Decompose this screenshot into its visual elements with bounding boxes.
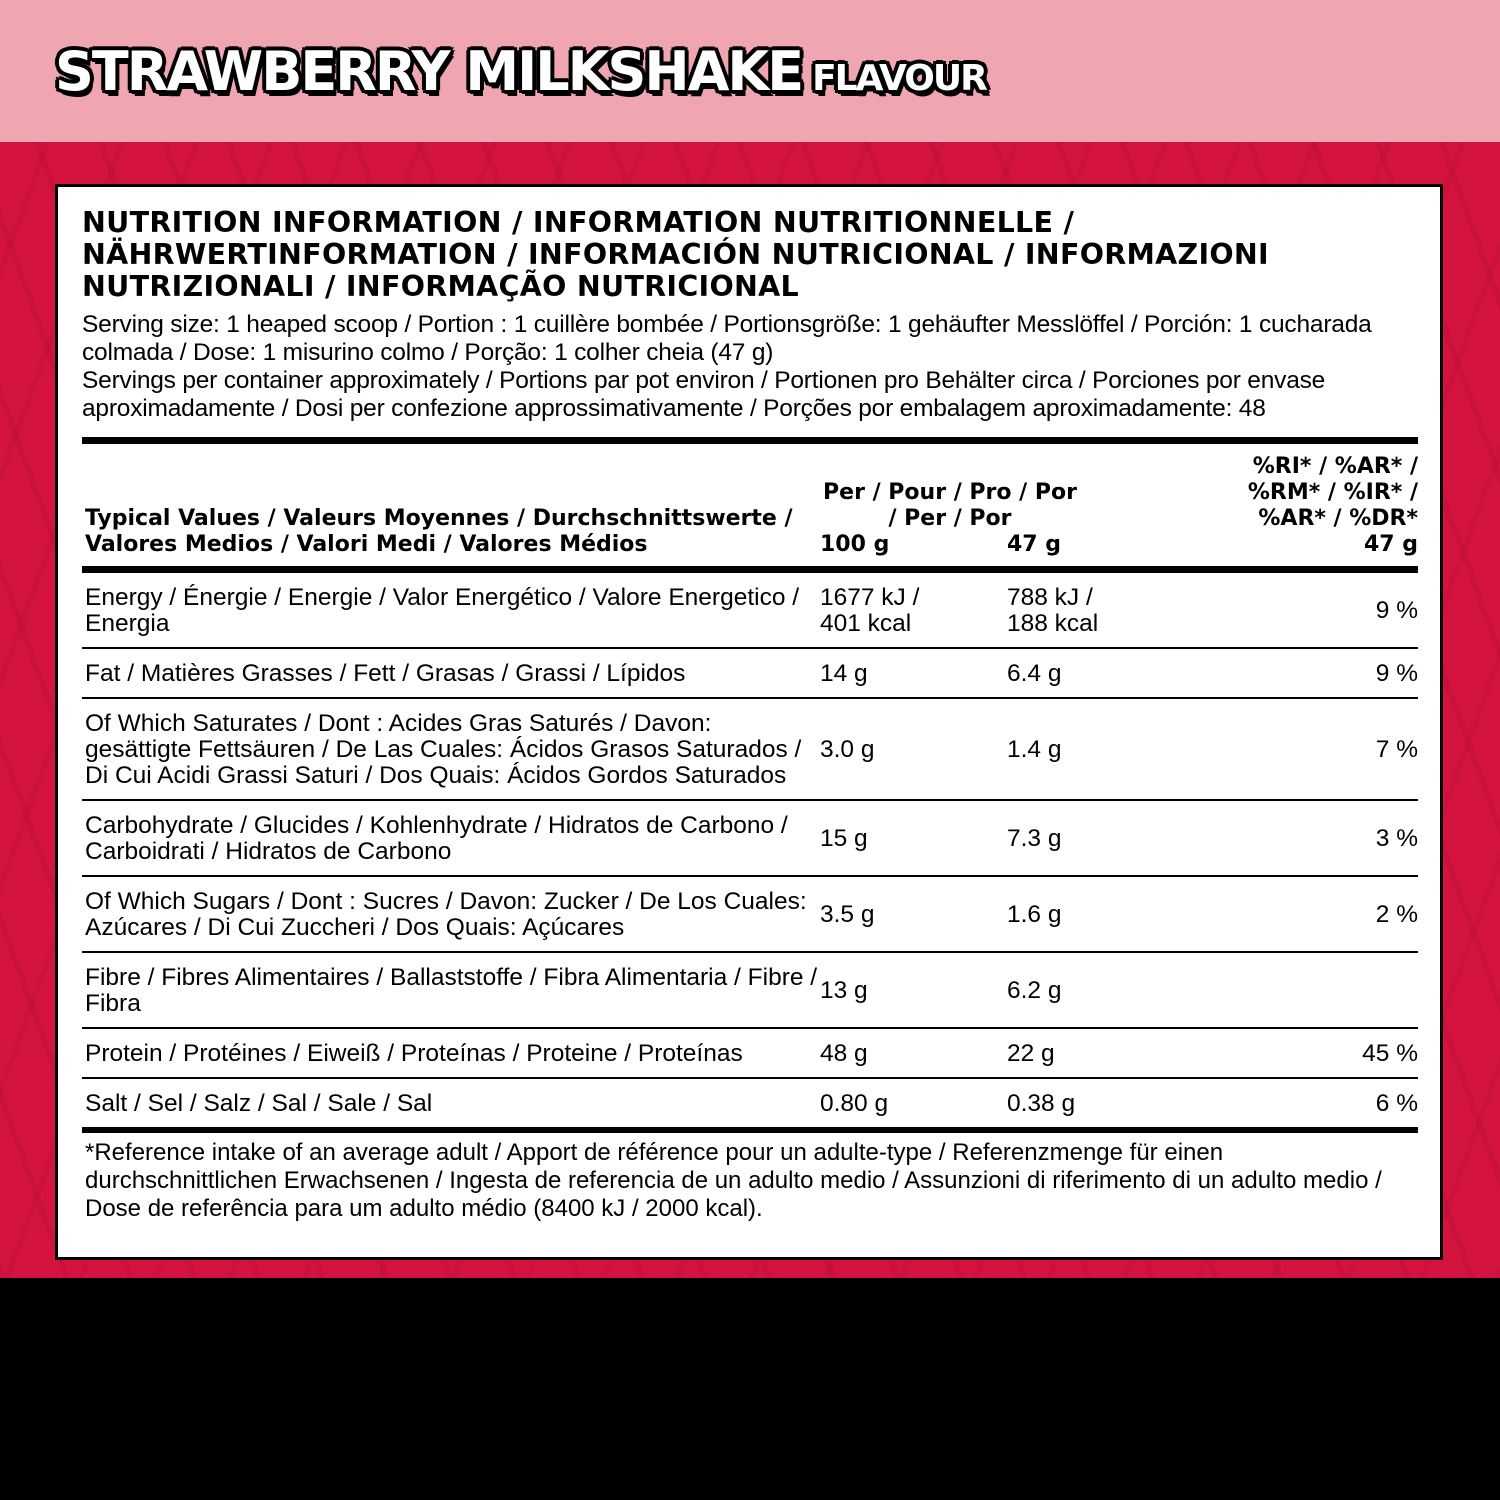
ri-value: 6 % xyxy=(1207,1078,1418,1133)
ri-value: 7 % xyxy=(1207,698,1418,801)
nutrition-heading: NUTRITION INFORMATION / INFORMATION NUTR… xyxy=(82,206,1269,303)
ri-value: 45 % xyxy=(1207,1028,1418,1079)
nutrient-label: Carbohydrate / Glucides / Kohlenhydrate … xyxy=(82,800,820,877)
ri-value: 9 % xyxy=(1207,569,1418,649)
per-100g-value: 1677 kJ /401 kcal xyxy=(820,569,1007,649)
per-serving-value: 1.4 g xyxy=(1007,698,1207,801)
table-row: Protein / Protéines / Eiweiß / Proteínas… xyxy=(82,1028,1418,1079)
flavour-label: FLAVOUR xyxy=(812,58,988,99)
per-100g-value: 3.5 g xyxy=(820,876,1007,953)
per-serving-value: 7.3 g xyxy=(1007,800,1207,877)
nutrition-panel: NUTRITION INFORMATION / INFORMATION NUTR… xyxy=(55,184,1443,1260)
header-ri-label: %RI* / %AR* / %RM* / %IR* / %AR* / %DR* xyxy=(1247,454,1418,531)
footnote: *Reference intake of an average adult / … xyxy=(85,1139,1382,1222)
nutrient-label: Of Which Saturates / Dont : Acides Gras … xyxy=(82,698,820,801)
table-row: Salt / Sel / Salz / Sal / Sale / Sal 0.80… xyxy=(82,1078,1418,1133)
black-footer xyxy=(0,1278,1500,1500)
table-row: Fat / Matières Grasses / Fett / Grasas /… xyxy=(82,648,1418,699)
serving-size: Serving size: 1 heaped scoop / Portion :… xyxy=(82,311,1372,366)
nutrient-label: Of Which Sugars / Dont : Sucres / Davon:… xyxy=(82,876,820,953)
nutrition-table: Typical Values / Valeurs Moyennes / Durc… xyxy=(82,437,1418,1133)
header-per-label: Per / Pour / Pro / Por / Per / Por xyxy=(823,480,1077,531)
header-per-100g: 100 g xyxy=(820,532,890,557)
per-serving-value: 1.6 g xyxy=(1007,876,1207,953)
title-banner: STRAWBERRY MILKSHAKE FLAVOUR xyxy=(0,0,1500,142)
nutrient-label: Fibre / Fibres Alimentaires / Ballaststo… xyxy=(82,952,820,1029)
nutrient-label: Fat / Matières Grasses / Fett / Grasas /… xyxy=(82,648,820,699)
ri-value: 2 % xyxy=(1207,876,1418,953)
header-per-serving: 47 g xyxy=(1007,532,1062,557)
per-100g-value: 15 g xyxy=(820,800,1007,877)
flavour-name: STRAWBERRY MILKSHAKE xyxy=(55,40,804,103)
servings-per-container: Servings per container approximately / P… xyxy=(82,367,1326,422)
table-row: Carbohydrate / Glucides / Kohlenhydrate … xyxy=(82,800,1418,877)
header-typical-values: Typical Values / Valeurs Moyennes / Durc… xyxy=(82,437,820,573)
table-header-row: Typical Values / Valeurs Moyennes / Durc… xyxy=(82,437,1418,573)
table-row: Energy / Énergie / Energie / Valor Energ… xyxy=(82,569,1418,649)
ri-value xyxy=(1207,952,1418,1029)
header-ri: %RI* / %AR* / %RM* / %IR* / %AR* / %DR* … xyxy=(1207,437,1418,573)
nutrient-label: Salt / Sel / Salz / Sal / Sale / Sal xyxy=(82,1078,820,1133)
per-serving-value: 788 kJ /188 kcal xyxy=(1007,569,1207,649)
header-ri-serving: 47 g xyxy=(1363,532,1418,557)
product-title: STRAWBERRY MILKSHAKE FLAVOUR xyxy=(55,40,988,103)
per-serving-value: 6.2 g xyxy=(1007,952,1207,1029)
header-per: Per / Pour / Pro / Por / Per / Por 100 g… xyxy=(820,437,1207,573)
table-row: Of Which Sugars / Dont : Sucres / Davon:… xyxy=(82,876,1418,953)
per-100g-value: 3.0 g xyxy=(820,698,1007,801)
nutrient-label: Protein / Protéines / Eiweiß / Proteínas… xyxy=(82,1028,820,1079)
per-100g-value: 13 g xyxy=(820,952,1007,1029)
table-row: Fibre / Fibres Alimentaires / Ballaststo… xyxy=(82,952,1418,1029)
per-100g-value: 0.80 g xyxy=(820,1078,1007,1133)
ri-value: 9 % xyxy=(1207,648,1418,699)
ri-value: 3 % xyxy=(1207,800,1418,877)
per-serving-value: 22 g xyxy=(1007,1028,1207,1079)
table-row: Of Which Saturates / Dont : Acides Gras … xyxy=(82,698,1418,801)
per-100g-value: 48 g xyxy=(820,1028,1007,1079)
per-100g-value: 14 g xyxy=(820,648,1007,699)
nutrient-label: Energy / Énergie / Energie / Valor Energ… xyxy=(82,569,820,649)
per-serving-value: 0.38 g xyxy=(1007,1078,1207,1133)
per-serving-value: 6.4 g xyxy=(1007,648,1207,699)
